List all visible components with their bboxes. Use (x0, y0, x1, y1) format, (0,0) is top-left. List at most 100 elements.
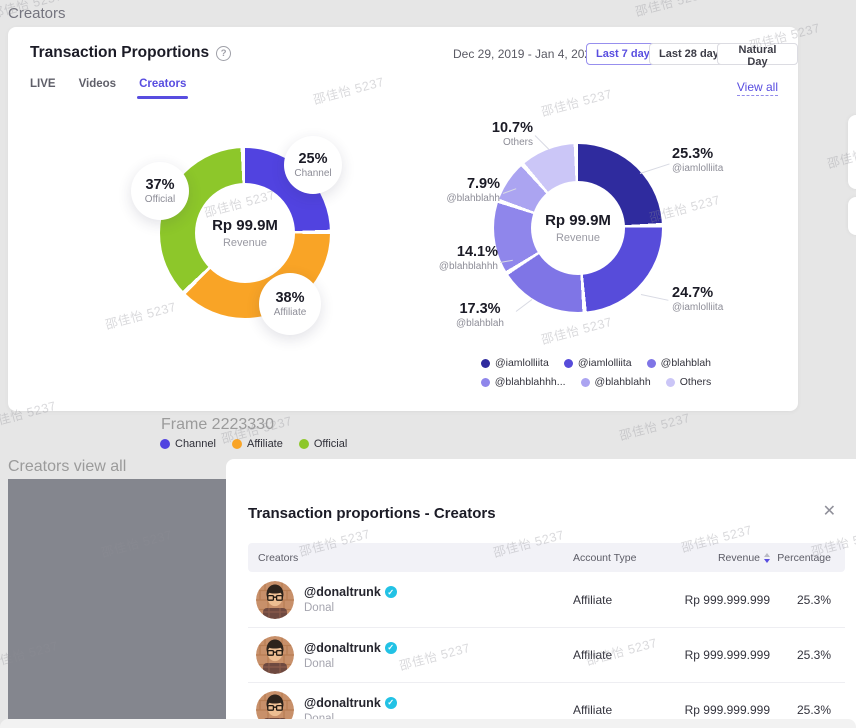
modal-title: Transaction proportions - Creators (248, 505, 496, 522)
revenue-cell: Rp 999.999.999 (684, 592, 770, 607)
header-percentage: Percentage (777, 551, 831, 564)
frame-label: Frame 2223330 (161, 416, 274, 433)
table-row[interactable]: @donaltrunk✓ Donal Affiliate Rp 999.999.… (248, 627, 845, 682)
donut-chart-creators[interactable]: Rp 99.9M Revenue (494, 144, 662, 312)
percentage-cell: 25.3% (796, 592, 831, 607)
slice-name: @iamlolliita (672, 163, 724, 174)
header-creators: Creators (258, 551, 299, 564)
card-title-text: Transaction Proportions (30, 44, 210, 61)
legend-dot (480, 377, 490, 387)
slice-name: Channel (294, 168, 332, 179)
peek-panel (848, 115, 856, 189)
tab-creators[interactable]: Creators (137, 78, 189, 99)
legend-dot (563, 358, 573, 368)
slice-pct: 37% (145, 177, 175, 193)
account-type-cell: Affiliate (573, 592, 613, 607)
slice-name: Official (144, 194, 176, 205)
tab-bar: LIVE Videos Creators (30, 78, 189, 99)
slice-pct: 14.1% (456, 244, 498, 260)
peek-panel (848, 197, 856, 235)
table-row[interactable]: @donaltrunk✓ Donal Affiliate Rp 999.999.… (248, 572, 845, 627)
table-header-row: Creators Account Type Revenue Percentage (248, 543, 845, 572)
slice-label-blahblahh: 7.9% @blahblahh (418, 176, 500, 204)
last-7-days-button[interactable]: Last 7 days (586, 43, 666, 65)
avatar (256, 636, 294, 674)
creator-name: Donal (304, 657, 335, 670)
slice-name: Others (502, 137, 533, 148)
verified-icon: ✓ (384, 641, 397, 654)
slice-pct: 25% (298, 151, 328, 167)
legend-dot (480, 358, 490, 368)
revenue-cell: Rp 999.999.999 (684, 703, 770, 717)
creator-cell: @donaltrunk✓ Donal (248, 580, 573, 619)
slice-name: @blahblahhh (438, 261, 498, 272)
revenue-amount: Rp 99.9M (212, 217, 278, 234)
legend-item: Affiliate (231, 438, 283, 450)
last-28-days-button[interactable]: Last 28 days (649, 43, 736, 65)
section-title: Creators view all (8, 458, 127, 475)
slice-label-blahblah: 17.3% @blahblah (442, 301, 518, 329)
legend-item: @blahblah (646, 357, 711, 369)
legend-dot (231, 439, 242, 449)
creators-modal: Transaction proportions - Creators ✕ Cre… (226, 459, 856, 728)
tab-videos[interactable]: Videos (78, 78, 117, 90)
legend-dot (646, 358, 656, 368)
slice-pct: 38% (275, 290, 305, 306)
slice-label-blahblahhh: 14.1% @blahblahhh (413, 244, 498, 272)
watermark-text: 邵佳怡 5237 (633, 0, 708, 20)
creator-name: Donal (304, 602, 335, 614)
creator-cell: @donaltrunk✓ Donal (248, 636, 573, 674)
creator-handle: @donaltrunk (304, 695, 381, 710)
creator-handle: @donaltrunk (304, 640, 381, 655)
tab-live[interactable]: LIVE (30, 78, 56, 90)
account-type-legend: Channel Affiliate Official (160, 438, 347, 450)
percentage-cell: 25.3% (796, 648, 831, 662)
legend-item: @iamlolliita (480, 357, 549, 369)
slice-pct: 7.9% (466, 176, 500, 192)
close-icon[interactable]: ✕ (822, 503, 836, 520)
slice-name: @blahblah (456, 318, 504, 329)
verified-icon: ✓ (384, 696, 397, 709)
verified-icon: ✓ (384, 586, 397, 598)
creator-handle: @donaltrunk (304, 585, 381, 599)
revenue-caption: Revenue (555, 232, 601, 244)
creator-chart-legend: @iamlolliita @iamlolliita @blahblah @bla… (476, 357, 716, 388)
slice-label-channel: 25% Channel (284, 136, 342, 194)
slice-pct: 17.3% (459, 301, 501, 317)
card-title: Transaction Proportions ? (30, 44, 232, 62)
slice-pct: 10.7% (491, 120, 533, 136)
date-range-label: Dec 29, 2019 - Jan 4, 2020 (453, 47, 598, 61)
revenue-amount: Rp 99.9M (545, 212, 611, 229)
view-all-link[interactable]: View all (736, 80, 778, 96)
slice-label-affiliate: 38% Affiliate (259, 273, 321, 335)
selection-overlay (8, 479, 226, 719)
sort-icon[interactable] (764, 552, 770, 563)
legend-dot (580, 377, 590, 387)
legend-item: @blahblahhh... (480, 376, 566, 388)
slice-pct: 24.7% (672, 285, 714, 301)
slice-label-iamlolliita-2: 24.7% @iamlolliita (672, 285, 723, 313)
legend-dot (298, 439, 309, 449)
avatar (256, 580, 294, 619)
transaction-proportions-card: Transaction Proportions ? Dec 29, 2019 -… (8, 27, 798, 411)
legend-dot (665, 377, 675, 387)
donut-center-label: Rp 99.9M Revenue (494, 144, 662, 312)
header-revenue[interactable]: Revenue (653, 552, 770, 564)
creators-table: Creators Account Type Revenue Percentage… (248, 543, 845, 728)
slice-label-others: 10.7% Others (458, 120, 533, 148)
account-type-cell: Affiliate (573, 703, 613, 717)
revenue-cell: Rp 999.999.999 (684, 648, 770, 662)
natural-day-button[interactable]: Natural Day (717, 43, 798, 68)
legend-item: @iamlolliita (563, 357, 632, 369)
legend-item: Others (665, 376, 711, 388)
watermark-text: 邵佳怡 5237 (617, 410, 692, 444)
slice-label-official: 37% Official (131, 162, 189, 220)
revenue-caption: Revenue (222, 237, 268, 249)
slice-name: @blahblahh (446, 193, 500, 204)
legend-item: Official (298, 438, 347, 450)
legend-item: Channel (160, 438, 216, 450)
slice-name: @iamlolliita (672, 302, 724, 313)
account-type-cell: Affiliate (573, 648, 613, 662)
legend-dot (160, 439, 170, 449)
help-icon[interactable]: ? (216, 45, 232, 61)
